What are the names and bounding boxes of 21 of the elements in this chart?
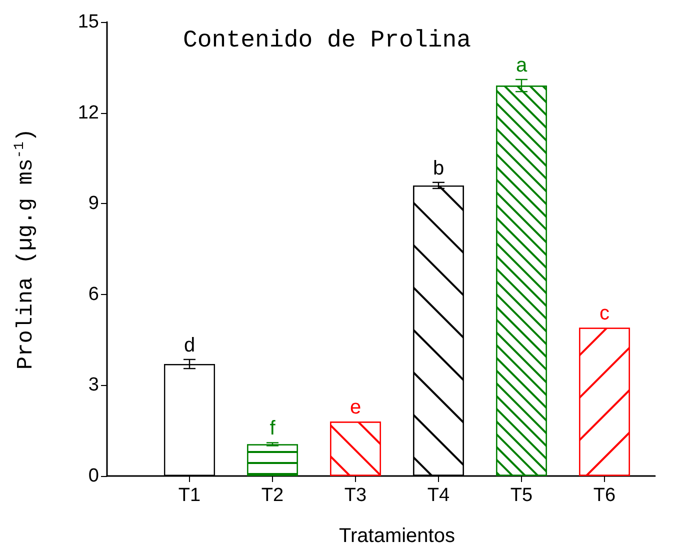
- data-label: c: [600, 302, 610, 325]
- chart-title: Contenido de Prolina: [183, 28, 472, 54]
- x-tick-label: T5: [510, 485, 533, 506]
- x-axis-title: Tratamientos: [339, 525, 455, 547]
- y-tick-label: 15: [78, 12, 99, 32]
- y-tick-label: 0: [88, 466, 99, 486]
- y-axis-title: Prolina (µg.g ms-1): [12, 128, 38, 370]
- y-tick-label: 12: [78, 102, 99, 124]
- data-label: e: [350, 396, 362, 419]
- x-tick-label: T2: [261, 485, 284, 506]
- data-label: b: [432, 157, 444, 180]
- data-label: a: [516, 54, 528, 77]
- x-tick-label: T4: [427, 485, 450, 506]
- data-label: f: [270, 418, 276, 440]
- y-tick-label: 9: [88, 193, 99, 214]
- y-tick-label: 3: [88, 374, 99, 396]
- x-tick-label: T1: [178, 485, 201, 506]
- x-tick-label: T6: [593, 485, 616, 506]
- y-tick-label: 6: [88, 284, 99, 305]
- data-label: d: [184, 334, 196, 356]
- x-tick-label: T3: [344, 485, 367, 506]
